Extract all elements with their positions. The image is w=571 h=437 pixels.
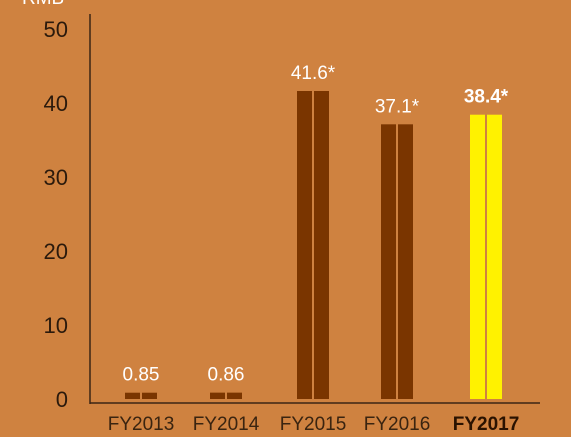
data-label: 41.6* xyxy=(291,63,336,84)
y-tick-label: 40 xyxy=(44,91,68,116)
y-tick-label: 50 xyxy=(44,17,68,42)
bar xyxy=(470,114,502,399)
data-label: 37.1* xyxy=(375,96,420,117)
bar-segment xyxy=(297,91,312,399)
bar xyxy=(125,392,157,399)
x-tick-label: FY2014 xyxy=(193,414,260,435)
y-tick-labels: 0 10 20 30 40 50 xyxy=(44,17,68,412)
x-tick-labels: FY2013 FY2014 FY2015 FY2016 FY2017 xyxy=(108,414,520,435)
bar-segment xyxy=(398,124,413,399)
data-label: 0.86 xyxy=(208,365,245,386)
y-tick-label: 0 xyxy=(56,387,68,412)
x-tick-label: FY2013 xyxy=(108,414,175,435)
bar-segment xyxy=(125,392,140,399)
bar-segment xyxy=(227,392,242,399)
bars xyxy=(125,91,502,399)
bar xyxy=(297,91,329,399)
data-label: 0.85 xyxy=(123,365,160,386)
y-tick-label: 30 xyxy=(44,165,68,190)
bar-segment xyxy=(470,114,485,399)
bar-segment xyxy=(142,392,157,399)
bar-segment xyxy=(381,124,396,399)
bar-segment xyxy=(210,392,225,399)
unit-label: RMB xyxy=(22,0,64,9)
bar-segment xyxy=(487,114,502,399)
bar xyxy=(210,392,242,399)
x-tick-label: FY2016 xyxy=(364,414,431,435)
data-labels: 0.85 0.86 41.6* 37.1* 38.4* xyxy=(123,63,509,386)
y-tick-label: 20 xyxy=(44,239,68,264)
x-tick-label: FY2015 xyxy=(280,414,347,435)
data-label: 38.4* xyxy=(464,87,509,108)
x-tick-label: FY2017 xyxy=(453,414,520,435)
bar xyxy=(381,124,413,399)
y-tick-label: 10 xyxy=(44,313,68,338)
bar-segment xyxy=(314,91,329,399)
